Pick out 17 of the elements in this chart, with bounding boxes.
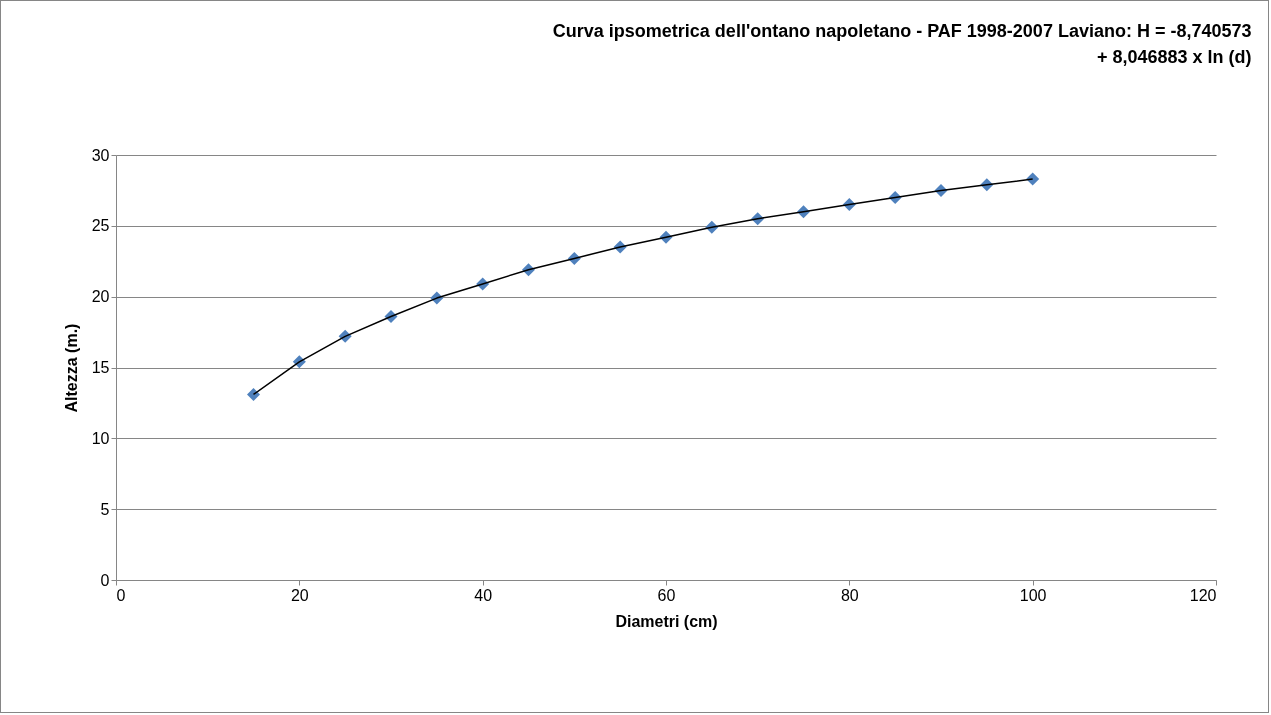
x-tick-label: 60 (657, 586, 676, 604)
x-tick-label: 120 (1189, 586, 1217, 604)
y-tick-label: 15 (91, 359, 110, 376)
x-tick-label: 80 (840, 586, 859, 604)
y-tick-label: 5 (100, 500, 110, 518)
y-tick-label: 20 (91, 288, 110, 306)
x-axis-title: Diametri (cm) (615, 612, 718, 630)
y-tick-label: 30 (91, 146, 110, 164)
y-tick-label: 10 (91, 429, 110, 447)
x-tick-label: 20 (290, 586, 309, 604)
x-tick-label: 100 (1019, 586, 1047, 604)
y-tick-label: 0 (100, 571, 110, 589)
y-axis-title: Altezza (m.) (62, 323, 80, 413)
y-tick-label: 25 (91, 217, 110, 235)
x-tick-label: 40 (474, 586, 493, 604)
x-tick-label: 0 (116, 586, 126, 604)
chart-title: Curva ipsometrica dell'ontano napoletano - PAF 1998-2007 Laviano: H = -8,740573 + 8,046883 x ln (d) (552, 21, 1252, 67)
